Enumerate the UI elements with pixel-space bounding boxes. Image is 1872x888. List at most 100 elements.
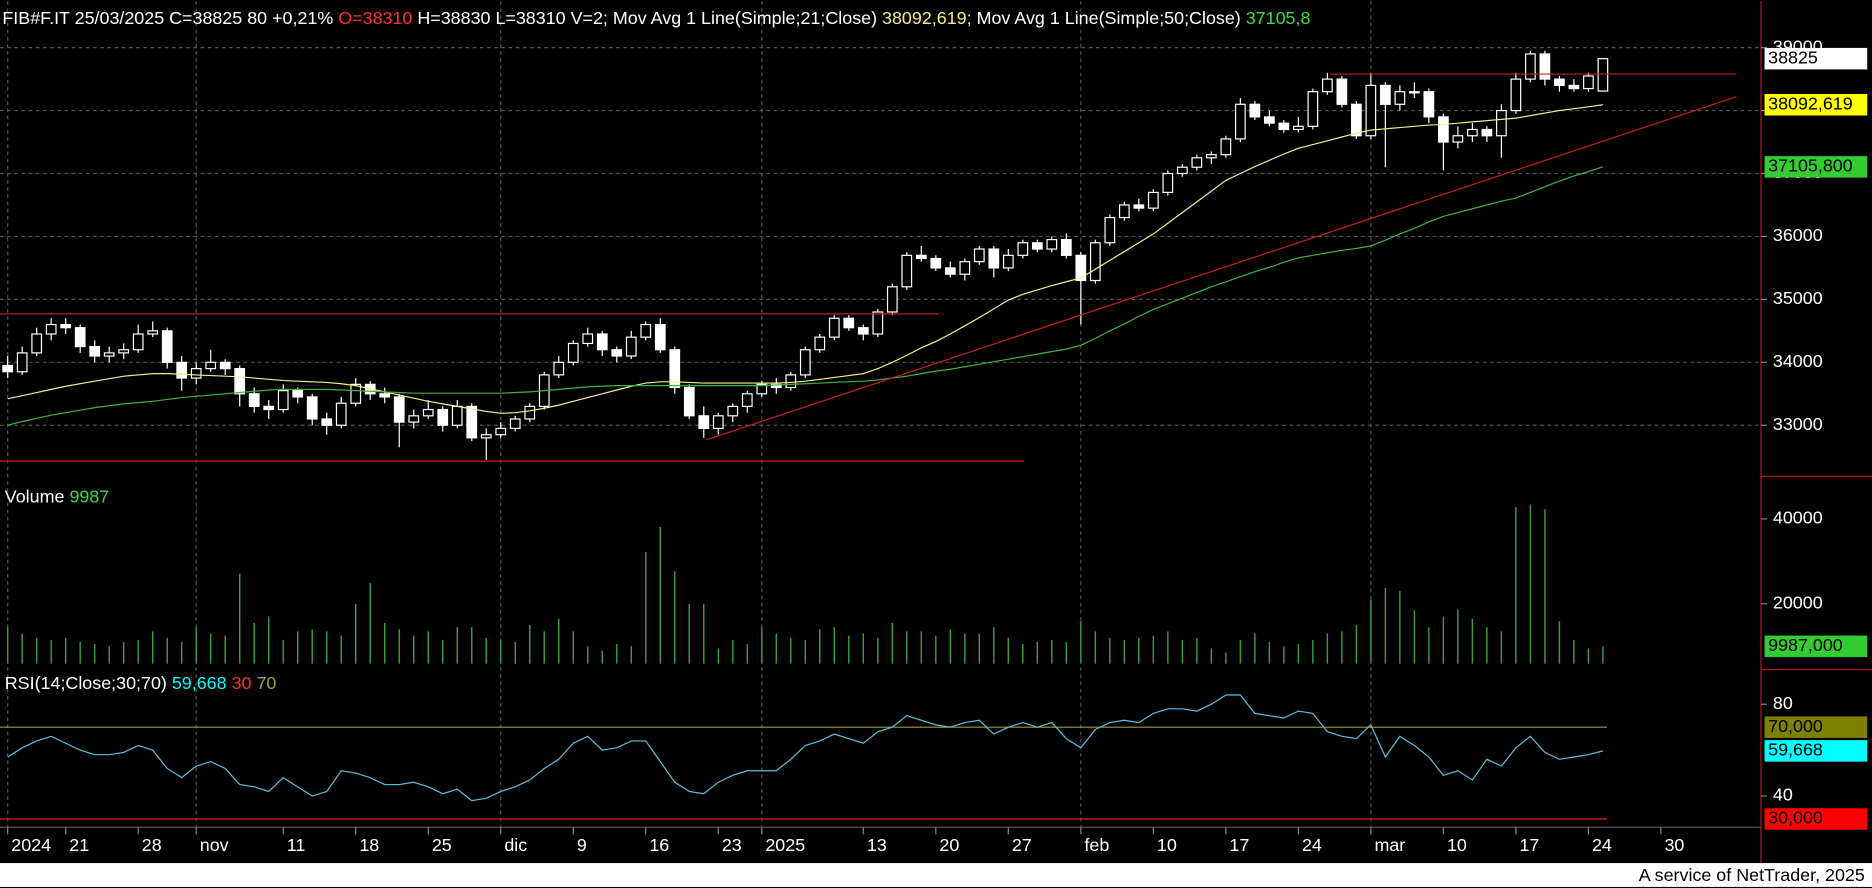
volume-bar xyxy=(1152,635,1155,664)
candle-body xyxy=(234,368,246,395)
legend-value: 38092,619; xyxy=(882,8,972,28)
x-tick-label: feb xyxy=(1084,835,1109,855)
candle-body xyxy=(31,333,43,354)
volume-bar xyxy=(688,603,690,664)
candle-body xyxy=(306,396,318,420)
volume-bar xyxy=(1442,616,1445,664)
candle-body xyxy=(248,393,260,407)
candle-body xyxy=(1438,116,1449,143)
candle-body xyxy=(959,261,971,275)
volume-bar xyxy=(616,644,618,664)
candle-body xyxy=(1234,103,1246,140)
footer-bar xyxy=(0,863,1872,887)
volume-bar xyxy=(935,635,937,664)
x-tick-label: nov xyxy=(200,835,229,855)
candle-body xyxy=(1205,154,1217,159)
volume-bar xyxy=(862,633,865,664)
candle-body xyxy=(466,405,478,439)
volume-bar xyxy=(993,627,995,664)
x-tick-label: 13 xyxy=(867,835,887,855)
volume-bar xyxy=(180,642,183,664)
hl-info: H=38830 L=38310 V=2; xyxy=(417,8,608,28)
x-tick-label: 2024 xyxy=(11,835,51,855)
value-marker-label: 9987,000 xyxy=(1768,635,1843,655)
volume-bar xyxy=(659,527,661,664)
volume-bar xyxy=(253,622,255,664)
value-marker-label: 38092,619 xyxy=(1768,93,1853,113)
volume-bar xyxy=(543,631,545,664)
candle-body xyxy=(132,333,144,351)
volume-bar xyxy=(369,583,371,664)
volume-bar xyxy=(587,646,589,664)
value-marker-label: 70,000 xyxy=(1768,716,1823,736)
volume-bar xyxy=(761,627,763,664)
candle-body xyxy=(205,361,217,370)
volume-bar xyxy=(427,631,429,664)
volume-bar xyxy=(1370,599,1372,664)
volume-bar xyxy=(1094,631,1097,664)
candle-body xyxy=(1583,75,1594,90)
candle-body xyxy=(1496,109,1507,137)
volume-header: Volume 9987 xyxy=(5,486,110,506)
volume-bar xyxy=(703,603,705,664)
candle-body xyxy=(321,418,333,426)
candle-body xyxy=(1104,216,1116,244)
volume-bar xyxy=(224,635,226,664)
volume-bar xyxy=(746,644,749,664)
candle-body xyxy=(582,333,594,345)
volume-bar xyxy=(1428,627,1430,664)
volume-bar xyxy=(1167,631,1169,664)
volume-bar xyxy=(137,639,139,664)
x-tick-label: 21 xyxy=(69,835,89,855)
candle-body xyxy=(16,352,28,373)
volume-bar xyxy=(1558,621,1561,664)
y-tick-label: 40000 xyxy=(1773,508,1823,528)
volume-bar xyxy=(891,622,894,664)
candle-body xyxy=(1147,191,1159,209)
candle-body xyxy=(1075,254,1087,282)
candle-body xyxy=(1510,78,1522,112)
background xyxy=(0,1,1872,864)
candle-body xyxy=(1467,128,1478,137)
volume-bar xyxy=(79,642,81,664)
volume-bar xyxy=(485,637,487,664)
volume-bar xyxy=(93,644,96,664)
value-marker xyxy=(1764,94,1868,116)
volume-bar xyxy=(1254,633,1256,664)
candle-body xyxy=(118,349,130,354)
level-label: 30 xyxy=(232,673,252,693)
candle-body xyxy=(495,427,507,436)
candle-body xyxy=(756,383,768,395)
candle-body xyxy=(1350,103,1362,137)
header: FIB#F.IT 25/03/2025 C=38825 80 +0,21% O=… xyxy=(2,8,1310,28)
volume-bar xyxy=(1283,646,1285,664)
candle-body xyxy=(640,323,652,338)
volume-bar xyxy=(1457,609,1459,664)
value-marker-label: 37105,800 xyxy=(1768,156,1853,176)
candle-body xyxy=(2,364,14,373)
volume-bar xyxy=(282,639,284,664)
rsi-header: RSI(14;Close;30;70) 59,668 30 70 xyxy=(5,673,277,693)
volume-bar xyxy=(514,642,516,664)
candle-body xyxy=(828,317,840,338)
volume-bar xyxy=(1355,625,1358,664)
volume-bar xyxy=(6,627,9,664)
pane-value: 59,668 xyxy=(172,673,227,693)
volume-bar xyxy=(151,631,154,664)
volume-bar xyxy=(949,629,952,664)
y-tick-label: 34000 xyxy=(1773,351,1823,371)
candle-body xyxy=(437,408,449,426)
x-tick-label: 16 xyxy=(649,835,669,855)
volume-bar xyxy=(1312,639,1314,664)
candle-body xyxy=(1017,242,1029,256)
legend-name: Mov Avg 1 Line(Simple;21;Close) xyxy=(613,8,877,28)
y-tick-label: 36000 xyxy=(1773,225,1823,245)
volume-bar xyxy=(1181,639,1184,664)
volume-bar xyxy=(601,650,603,664)
candle-body xyxy=(1292,125,1304,131)
value-marker-label: 59,668 xyxy=(1768,740,1823,760)
volume-bar xyxy=(1225,652,1227,664)
candle-body xyxy=(872,311,884,335)
series-line xyxy=(7,694,1604,802)
candle-body xyxy=(1002,254,1014,269)
